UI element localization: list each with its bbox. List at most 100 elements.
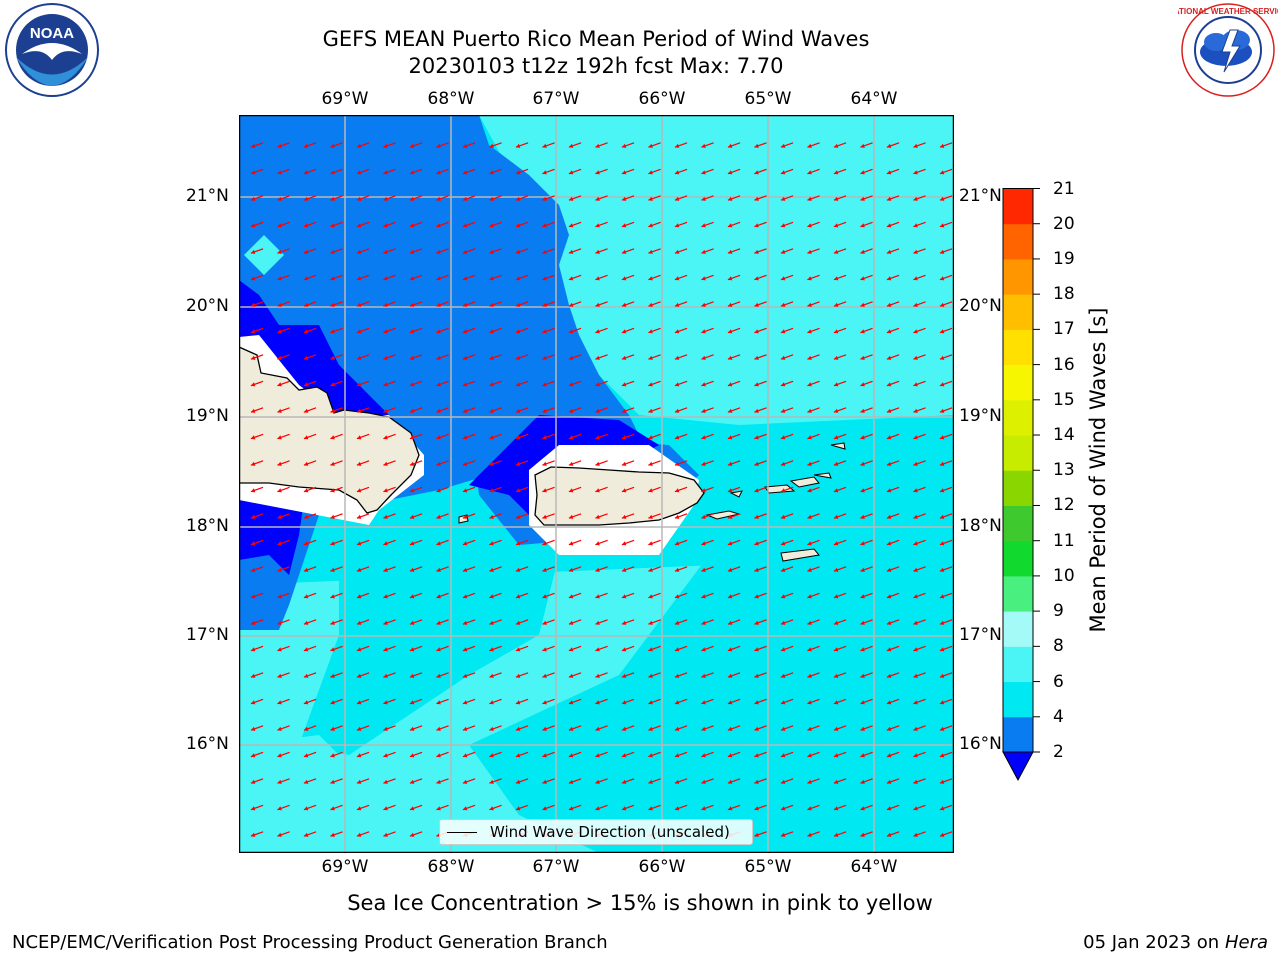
wind-arrow-head: [356, 488, 362, 493]
wind-arrow-head: [780, 514, 786, 519]
wind-arrow-head: [860, 196, 865, 201]
graticule: [239, 115, 954, 853]
wind-arrow-head: [674, 567, 680, 572]
wind-arrow-head: [383, 541, 388, 546]
wind-arrow-head: [436, 806, 441, 811]
wind-arrow-head: [303, 700, 309, 705]
svg-text:NOAA: NOAA: [30, 25, 74, 42]
chart-subtitle: 20230103 t12z 192h fcst Max: 7.70: [408, 54, 784, 78]
wind-arrow-head: [250, 435, 256, 440]
wind-arrow-head: [939, 461, 945, 466]
wind-arrow-head: [515, 170, 521, 175]
wind-arrow-head: [515, 355, 521, 360]
wind-arrow-head: [648, 355, 653, 360]
wind-arrow-head: [462, 249, 468, 254]
wind-arrow-head: [489, 143, 494, 148]
wind-arrow-head: [727, 355, 733, 360]
wind-arrow-head: [303, 143, 309, 148]
wind-arrow-head: [939, 249, 945, 254]
wind-arrow-head: [939, 673, 945, 678]
wind-arrow-head: [303, 276, 309, 281]
wind-arrow-head: [303, 806, 309, 811]
wind-arrow-head: [754, 355, 759, 360]
wind-arrow-head: [542, 541, 547, 546]
wind-arrow-head: [436, 514, 441, 519]
wind-arrow-head: [462, 223, 468, 228]
wind-arrow-head: [489, 170, 494, 175]
wind-arrow-head: [330, 541, 335, 546]
wind-arrow-head: [780, 196, 786, 201]
wind-arrow-head: [462, 276, 468, 281]
wind-arrow-head: [303, 382, 309, 387]
wind-arrow-head: [648, 196, 653, 201]
wind-direction-arrows: [250, 142, 953, 837]
wind-arrow-head: [383, 779, 388, 784]
wind-arrow-head: [330, 832, 335, 837]
wind-arrow-head: [833, 223, 839, 228]
wind-arrow-head: [780, 700, 786, 705]
wind-arrow-head: [701, 276, 706, 281]
wind-arrow-head: [648, 329, 653, 334]
wind-arrow-head: [462, 779, 468, 784]
wind-arrow-head: [462, 329, 468, 334]
wind-arrow-head: [462, 726, 468, 731]
wind-arrow-head: [913, 514, 918, 519]
wind-arrow-head: [356, 435, 362, 440]
wind-arrow-head: [383, 249, 388, 254]
wind-arrow-head: [701, 779, 706, 784]
wind-arrow-head: [356, 143, 362, 148]
wind-arrow-head: [674, 196, 680, 201]
colorbar-segment: [1003, 399, 1033, 436]
wind-arrow-head: [701, 488, 706, 493]
wind-arrow-head: [833, 647, 839, 652]
wind-arrow-head: [754, 435, 759, 440]
wind-arrow-head: [807, 541, 812, 546]
wind-arrow-head: [383, 832, 388, 837]
wind-arrow-head: [277, 514, 282, 519]
wind-arrow-head: [833, 806, 839, 811]
wind-arrow-head: [277, 355, 282, 360]
wind-arrow-head: [621, 806, 627, 811]
wind-arrow-head: [383, 753, 388, 758]
wind-arrow-head: [489, 647, 494, 652]
wind-arrow-head: [621, 196, 627, 201]
wind-arrow-head: [727, 170, 733, 175]
wind-arrow-head: [807, 779, 812, 784]
wind-arrow-head: [277, 143, 282, 148]
wind-arrow-head: [833, 408, 839, 413]
island-st-croix: [780, 548, 820, 562]
wind-arrow-head: [436, 355, 441, 360]
wind-arrow-head: [277, 461, 282, 466]
wind-arrow-head: [913, 249, 918, 254]
wind-arrow-head: [250, 673, 256, 678]
wind-arrow-head: [939, 223, 945, 228]
wind-arrow-head: [383, 276, 388, 281]
wind-arrow-head: [860, 329, 865, 334]
wind-arrow-head: [701, 806, 706, 811]
wind-arrow-head: [860, 832, 865, 837]
colorbar-tick-label: 9: [1053, 601, 1064, 622]
wind-arrow-head: [913, 700, 918, 705]
wind-arrow-head: [568, 435, 574, 440]
wind-arrow-head: [939, 779, 945, 784]
wind-arrow-head: [409, 329, 415, 334]
wind-arrow-head: [409, 594, 415, 599]
wind-arrow-head: [489, 302, 494, 307]
wind-arrow-head: [648, 276, 653, 281]
colorbar-segment: [1003, 646, 1033, 683]
wind-arrow-head: [595, 726, 600, 731]
wind-arrow-head: [833, 276, 839, 281]
svg-text:NATIONAL WEATHER SERVICE: NATIONAL WEATHER SERVICE: [1178, 7, 1278, 16]
wind-arrow-head: [250, 382, 256, 387]
wind-arrow-head: [489, 435, 494, 440]
wind-arrow-head: [648, 223, 653, 228]
field-2-4: [239, 115, 639, 630]
colorbar-tick-label: 4: [1053, 706, 1064, 727]
wind-arrow-head: [568, 249, 574, 254]
wind-arrow-head: [409, 832, 415, 837]
wind-arrow-head: [409, 726, 415, 731]
lon-label-top: 67°W: [532, 89, 580, 109]
wind-arrow-head: [489, 541, 494, 546]
wind-arrow-head: [356, 223, 362, 228]
wind-arrow-head: [780, 461, 786, 466]
